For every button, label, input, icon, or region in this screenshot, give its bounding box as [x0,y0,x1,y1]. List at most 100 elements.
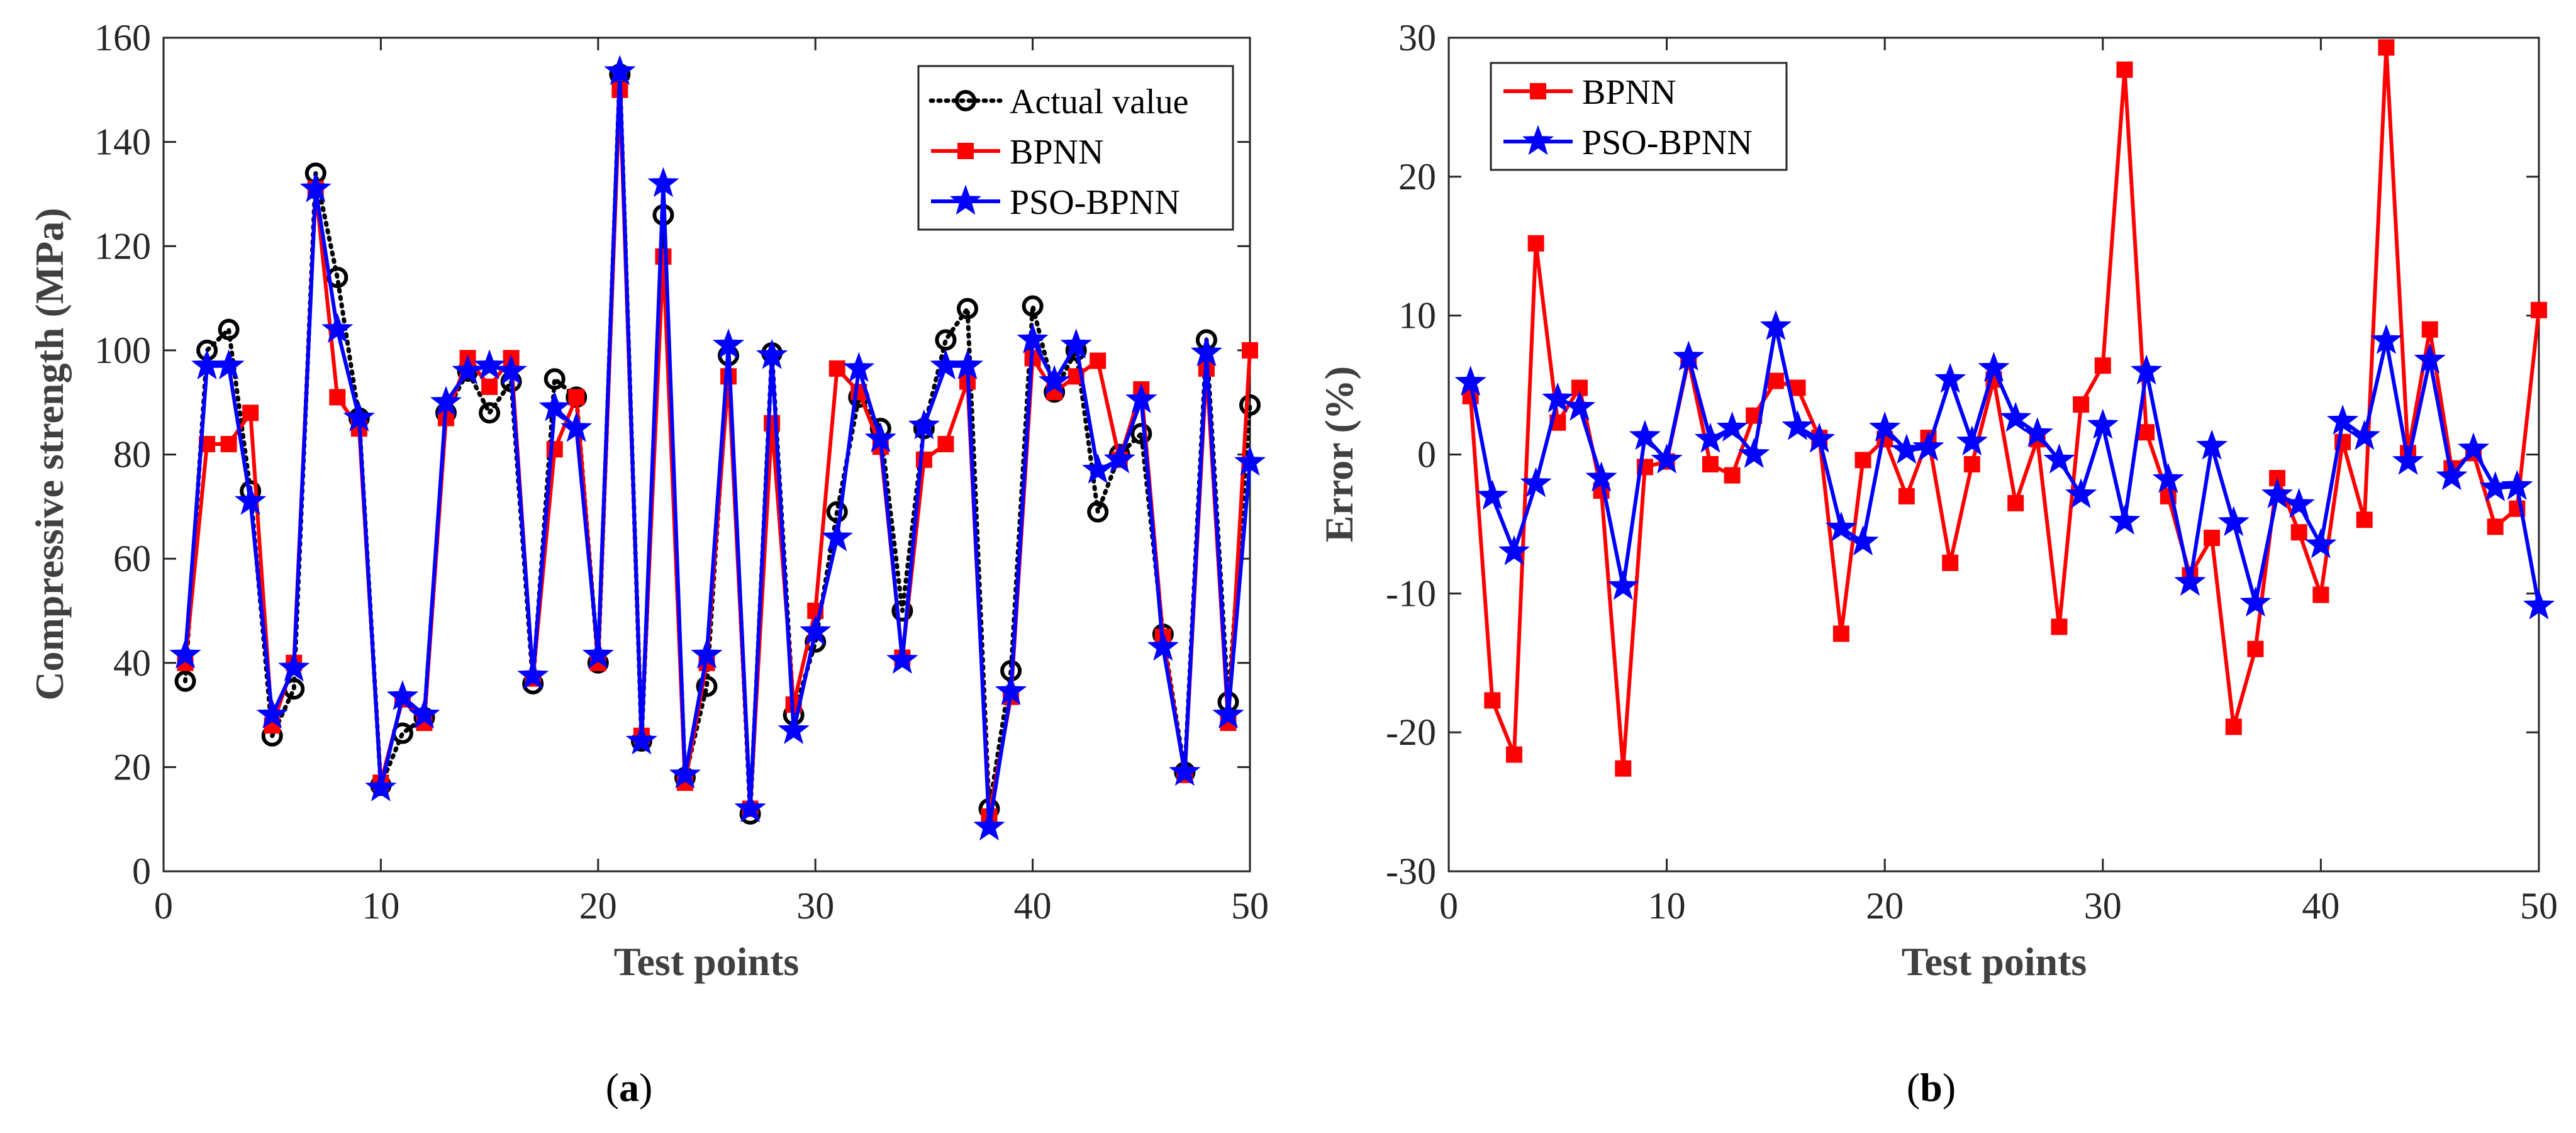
panel-a-caption-letter: a [619,1065,639,1110]
panel-a-series [169,55,1266,841]
panel-a-legend: Actual value BPNN PSO-BPNN [917,65,1234,231]
data-point [1651,443,1683,474]
panel-b-ytick-label: 0 [1417,434,1436,476]
series-pso-bpnn [169,55,1266,841]
panel-b-xtick-label: 20 [1866,885,1904,927]
data-point [1082,453,1114,484]
data-point [828,360,845,377]
data-point [826,501,848,523]
data-point [1934,362,1966,393]
data-point [452,354,484,385]
legend-marker [1522,125,1554,155]
data-point [544,368,566,390]
legend-label: Actual value [1010,82,1189,121]
data-point [365,771,397,801]
data-point [2290,524,2307,541]
data-point [1956,425,1988,456]
panel-a-legend-items: Actual value BPNN PSO-BPNN [928,82,1189,222]
panel-b-xtick-label: 50 [2520,885,2558,927]
data-point [474,349,506,380]
data-point [1673,340,1705,371]
data-point [2414,343,2446,374]
data-point [1125,383,1157,413]
data-point [1963,455,1980,472]
panel-b-ytick-label: 10 [1398,295,1436,337]
data-point [1615,760,1632,777]
panel-a-xlabel: Test points [614,939,800,984]
panel-a-xtick-label: 50 [1231,885,1269,927]
data-point [734,792,766,823]
panel-a-ytick-label: 60 [113,538,151,579]
data-point [1022,295,1044,317]
data-point [2174,566,2206,596]
data-point [1607,569,1639,600]
data-point [2239,586,2272,617]
data-point [2356,511,2373,528]
data-point [821,521,853,552]
data-point [1898,488,1915,505]
data-point [2457,432,2490,463]
data-point [495,354,527,385]
data-point [2130,354,2163,385]
data-point [1716,411,1748,442]
data-point [691,638,723,669]
panel-b-legend: BPNN PSO-BPNN [1490,62,1788,171]
data-point [2305,528,2337,559]
data-point [408,698,440,728]
panel-b-caption-letter: b [1920,1065,1943,1110]
data-point [2247,640,2264,657]
data-point [2152,462,2184,493]
data-point [1520,467,1552,498]
data-point [908,409,940,440]
data-point [2043,443,2075,474]
data-point [1781,410,1814,440]
legend-item: PSO-BPNN [931,183,1180,222]
panel-a-ytick-label: 140 [94,121,151,163]
data-point [174,670,196,692]
data-point [2065,478,2097,508]
series-pso-bpnn [1454,310,2555,620]
data-point [973,810,1005,841]
panel-a-chart: 0 10 20 30 40 50 0 20 40 60 80 100 120 140 160 Test po… [27,17,1269,1110]
panel-b-xtick-label: 40 [2302,885,2339,927]
data-point [2138,424,2155,441]
data-point [655,248,672,265]
data-point [299,172,332,203]
data-point [479,402,501,424]
data-point [1103,443,1135,474]
data-point [321,313,354,343]
data-point [213,349,245,380]
data-point [2531,301,2547,318]
panel-a-axes: 0 10 20 30 40 50 0 20 40 60 80 100 120 140 160 [94,17,1269,927]
data-point [1759,310,1792,340]
panel-a-ytick-label: 80 [113,434,151,476]
data-point [956,298,978,320]
data-point [2501,469,2533,500]
data-point [1912,431,1944,461]
panel-a-ytick-label: 100 [94,330,151,371]
data-point [2051,618,2068,635]
data-point [1190,336,1222,367]
data-point [1090,352,1107,369]
data-point [2087,408,2119,439]
data-point [2421,321,2438,338]
data-point [2094,357,2111,374]
data-point [517,659,549,689]
data-point [1825,511,1858,542]
data-point [343,401,376,432]
data-point [2378,39,2395,56]
data-point [568,389,585,406]
panel-b-series [1454,39,2555,777]
panel-b-xtick-label: 10 [1648,885,1686,927]
data-point [2283,488,2315,518]
legend-label: PSO-BPNN [1582,123,1753,162]
data-point [481,378,498,395]
data-point [218,318,240,340]
data-point [696,676,718,698]
data-point [1702,455,1719,472]
data-point [995,674,1027,705]
panel-a-ytick-label: 120 [94,225,151,267]
data-point [2436,460,2468,491]
data-point [2217,506,2250,537]
